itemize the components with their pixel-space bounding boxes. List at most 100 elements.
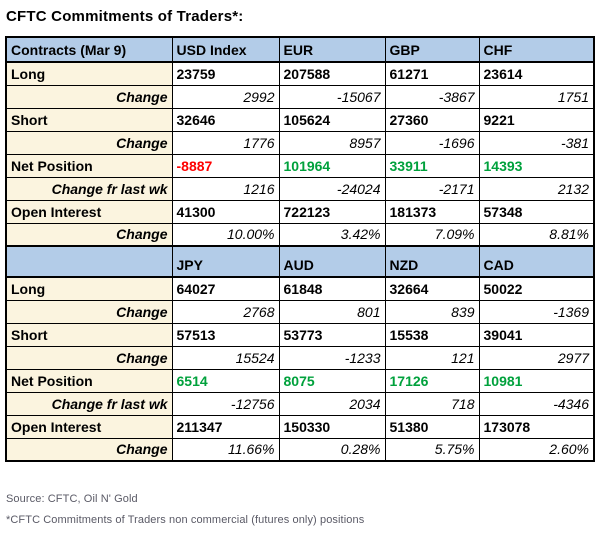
- value-cell: -3867: [384, 84, 480, 109]
- value-cell: 57513: [171, 322, 280, 347]
- value-cell: 61848: [278, 276, 386, 301]
- column-header-cad: CAD: [478, 245, 595, 278]
- contracts-header-cell: Contracts (Mar 9): [5, 36, 173, 63]
- source-line: Source: CFTC, Oil N' Gold: [6, 493, 138, 505]
- value-cell: 101964: [278, 153, 386, 178]
- table-row-net-position: Net Position 6514 8075 17126 10981: [5, 368, 595, 393]
- row-label: Change: [5, 130, 173, 155]
- footer: Source: CFTC, Oil N' Gold *CFTC Commitme…: [6, 493, 595, 526]
- value-cell: 1776: [171, 130, 280, 155]
- row-label: Change: [5, 345, 173, 370]
- table-row-long: Long 64027 61848 32664 50022: [5, 276, 595, 301]
- value-cell: 15524: [171, 345, 280, 370]
- value-cell: 5.75%: [384, 437, 480, 462]
- section-1-header-row: JPY AUD NZD CAD: [5, 245, 595, 278]
- column-header-chf: CHF: [478, 36, 595, 63]
- row-label: Net Position: [5, 153, 173, 178]
- value-cell: 207588: [278, 61, 386, 86]
- footnote-line: *CFTC Commitments of Traders non commerc…: [6, 514, 365, 526]
- row-label: Short: [5, 322, 173, 347]
- value-cell: 1751: [478, 84, 595, 109]
- value-cell: 23759: [171, 61, 280, 86]
- value-cell: 27360: [384, 107, 480, 132]
- row-label: Net Position: [5, 368, 173, 393]
- column-header-aud: AUD: [278, 245, 386, 278]
- value-cell: -8887: [171, 153, 280, 178]
- value-cell: 15538: [384, 322, 480, 347]
- value-cell: 2977: [478, 345, 595, 370]
- value-cell: 8.81%: [478, 222, 595, 247]
- row-label: Long: [5, 61, 173, 86]
- value-cell: 51380: [384, 414, 480, 439]
- value-cell: 14393: [478, 153, 595, 178]
- table-row-change: Change 1776 8957 -1696 -381: [5, 130, 595, 155]
- table-row-change-fr-last-wk: Change fr last wk -12756 2034 718 -4346: [5, 391, 595, 416]
- value-cell: 8957: [278, 130, 386, 155]
- value-cell: 2132: [478, 176, 595, 201]
- value-cell: 6514: [171, 368, 280, 393]
- value-cell: 722123: [278, 199, 386, 224]
- row-label: Open Interest: [5, 414, 173, 439]
- value-cell: 1216: [171, 176, 280, 201]
- row-label: Long: [5, 276, 173, 301]
- value-cell: -24024: [278, 176, 386, 201]
- row-label: Change fr last wk: [5, 391, 173, 416]
- value-cell: 57348: [478, 199, 595, 224]
- value-cell: 7.09%: [384, 222, 480, 247]
- table-row-open-interest: Open Interest 211347 150330 51380 173078: [5, 414, 595, 439]
- value-cell: -381: [478, 130, 595, 155]
- value-cell: 105624: [278, 107, 386, 132]
- value-cell: 2992: [171, 84, 280, 109]
- value-cell: 17126: [384, 368, 480, 393]
- table-row-long: Long 23759 207588 61271 23614: [5, 61, 595, 86]
- value-cell: 8075: [278, 368, 386, 393]
- value-cell: 3.42%: [278, 222, 386, 247]
- value-cell: 41300: [171, 199, 280, 224]
- value-cell: -2171: [384, 176, 480, 201]
- value-cell: 61271: [384, 61, 480, 86]
- column-header-usd-index: USD Index: [171, 36, 280, 63]
- value-cell: 32646: [171, 107, 280, 132]
- value-cell: 150330: [278, 414, 386, 439]
- column-header-nzd: NZD: [384, 245, 480, 278]
- cot-table: Contracts (Mar 9) USD Index EUR GBP CHF Long 2…: [5, 36, 595, 462]
- table-row-open-interest: Open Interest 41300 722123 181373 57348: [5, 199, 595, 224]
- value-cell: -1369: [478, 299, 595, 324]
- column-header-gbp: GBP: [384, 36, 480, 63]
- value-cell: 718: [384, 391, 480, 416]
- table-row-change: Change 11.66% 0.28% 5.75% 2.60%: [5, 437, 595, 462]
- value-cell: 2034: [278, 391, 386, 416]
- value-cell: -1233: [278, 345, 386, 370]
- value-cell: 11.66%: [171, 437, 280, 462]
- table-row-net-position: Net Position -8887 101964 33911 14393: [5, 153, 595, 178]
- table-row-change: Change 2992 -15067 -3867 1751: [5, 84, 595, 109]
- section-0-header-row: Contracts (Mar 9) USD Index EUR GBP CHF: [5, 36, 595, 63]
- contracts-header-cell: [5, 245, 173, 278]
- row-label: Change fr last wk: [5, 176, 173, 201]
- table-row-change: Change 10.00% 3.42% 7.09% 8.81%: [5, 222, 595, 247]
- table-row-short: Short 57513 53773 15538 39041: [5, 322, 595, 347]
- value-cell: 839: [384, 299, 480, 324]
- value-cell: 50022: [478, 276, 595, 301]
- value-cell: -15067: [278, 84, 386, 109]
- value-cell: 2768: [171, 299, 280, 324]
- value-cell: 9221: [478, 107, 595, 132]
- value-cell: 181373: [384, 199, 480, 224]
- value-cell: 32664: [384, 276, 480, 301]
- row-label: Change: [5, 84, 173, 109]
- value-cell: 64027: [171, 276, 280, 301]
- value-cell: 23614: [478, 61, 595, 86]
- row-label: Open Interest: [5, 199, 173, 224]
- value-cell: -1696: [384, 130, 480, 155]
- value-cell: 10981: [478, 368, 595, 393]
- value-cell: 39041: [478, 322, 595, 347]
- page-title: CFTC Commitments of Traders*:: [6, 8, 244, 25]
- row-label: Change: [5, 299, 173, 324]
- value-cell: 121: [384, 345, 480, 370]
- table-row-change-fr-last-wk: Change fr last wk 1216 -24024 -2171 2132: [5, 176, 595, 201]
- value-cell: 0.28%: [278, 437, 386, 462]
- value-cell: 173078: [478, 414, 595, 439]
- value-cell: 2.60%: [478, 437, 595, 462]
- column-header-jpy: JPY: [171, 245, 280, 278]
